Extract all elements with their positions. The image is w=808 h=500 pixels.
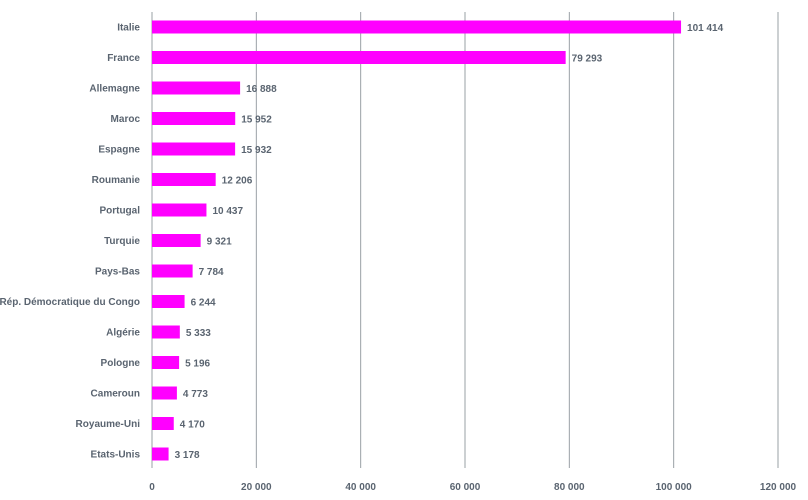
value-label: 4 773 xyxy=(183,389,208,400)
grid-lines xyxy=(151,12,779,468)
category-label: Royaume-Uni xyxy=(76,419,141,430)
x-tick-label: 60 000 xyxy=(450,482,481,493)
bar xyxy=(152,234,201,247)
x-tick-label: 40 000 xyxy=(345,482,376,493)
category-label: France xyxy=(107,53,140,64)
category-label: Espagne xyxy=(98,145,140,156)
bar xyxy=(152,173,216,186)
bar xyxy=(152,112,236,125)
x-tick-label: 0 xyxy=(149,482,155,493)
bar xyxy=(152,356,180,369)
category-labels: Italie France Allemagne Maroc Espagne Roumani… xyxy=(0,23,140,461)
value-label: 15 932 xyxy=(241,145,272,156)
value-label: 15 952 xyxy=(241,115,272,126)
category-label: Allemagne xyxy=(89,84,140,95)
value-label: 5 333 xyxy=(186,328,211,339)
category-label: Rép. Démocratique du Congo xyxy=(0,297,140,308)
x-tick-label: 20 000 xyxy=(241,482,272,493)
category-label: Portugal xyxy=(99,206,140,217)
bar xyxy=(152,20,682,34)
bars xyxy=(152,20,682,461)
category-label: Turquie xyxy=(104,236,140,247)
x-tick-label: 120 000 xyxy=(760,482,797,493)
category-label: Algérie xyxy=(106,328,140,339)
category-label: Pays-Bas xyxy=(95,267,140,278)
value-label: 10 437 xyxy=(212,206,243,217)
category-label: Maroc xyxy=(111,114,141,125)
value-label: 12 206 xyxy=(222,176,253,187)
category-label: Cameroun xyxy=(91,389,140,400)
bar xyxy=(152,51,566,64)
value-label: 79 293 xyxy=(572,54,603,65)
value-label: 4 170 xyxy=(180,420,205,431)
bar xyxy=(152,142,236,156)
value-label: 6 244 xyxy=(191,298,216,309)
x-tick-label: 100 000 xyxy=(656,482,693,493)
bar xyxy=(152,295,185,308)
bar xyxy=(152,81,241,95)
category-label: Roumanie xyxy=(92,175,141,186)
x-axis-tick-labels: 0 20 000 40 000 60 000 80 000 100 000 120 000 xyxy=(149,482,796,493)
bar xyxy=(152,203,207,217)
value-label: 16 888 xyxy=(246,84,277,95)
value-labels: 101 414 79 293 16 888 15 952 15 932 12 206 10 … xyxy=(175,23,724,461)
x-tick-label: 80 000 xyxy=(554,482,585,493)
bar xyxy=(152,264,193,278)
value-label: 9 321 xyxy=(207,237,232,248)
bar xyxy=(152,325,180,339)
category-label: Italie xyxy=(117,23,140,34)
value-label: 5 196 xyxy=(185,359,210,370)
value-label: 3 178 xyxy=(175,450,200,461)
value-label: 7 784 xyxy=(199,267,224,278)
bar xyxy=(152,417,174,430)
value-label: 101 414 xyxy=(687,23,724,34)
category-label: Pologne xyxy=(101,358,141,369)
category-label: Etats-Unis xyxy=(91,450,141,461)
bar xyxy=(152,447,169,461)
bar xyxy=(152,386,177,400)
